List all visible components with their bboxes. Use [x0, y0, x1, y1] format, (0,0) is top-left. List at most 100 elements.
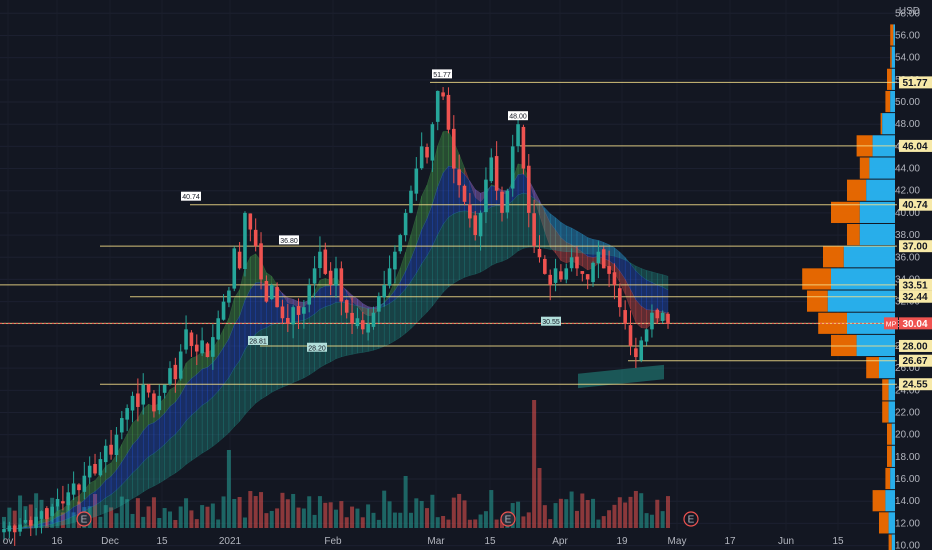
candle-body: [655, 309, 660, 319]
ma-ribbon-segment: [576, 230, 583, 253]
volume-bar: [205, 506, 210, 528]
candle-body: [639, 340, 644, 361]
ma-ribbon-segment: [635, 265, 642, 277]
volume-bar: [28, 504, 33, 528]
time-tick-label: Mar: [427, 536, 445, 547]
candle-body: [184, 329, 188, 350]
ma-ribbon-segment: [228, 367, 235, 434]
ma-ribbon-segment: [496, 205, 503, 264]
ma-ribbon-segment: [383, 303, 390, 347]
volume-bar: [200, 505, 205, 528]
ma-ribbon-segment: [164, 388, 171, 415]
ma-ribbon-segment: [62, 510, 69, 522]
volume-bar: [382, 490, 387, 528]
ma-ribbon-segment: [142, 456, 149, 493]
level-price-text: 46.04: [902, 141, 927, 152]
volume-bar: [483, 511, 488, 528]
profile-sell-bar: [890, 24, 894, 46]
volume-bar: [184, 498, 189, 528]
level-price-text: 30.04: [902, 319, 927, 330]
ma-ribbon-segment: [619, 251, 626, 280]
volume-bar: [168, 511, 172, 528]
volume-bar: [516, 501, 521, 528]
earnings-marker[interactable]: E: [500, 511, 516, 527]
ma-ribbon-segment: [474, 189, 481, 203]
ma-ribbon-segment: [410, 244, 417, 283]
volume-bar: [162, 508, 167, 528]
candle-body: [205, 343, 210, 358]
ma-ribbon-segment: [555, 217, 562, 239]
volume-bar: [259, 492, 264, 528]
candle-body: [136, 393, 140, 407]
ma-ribbon-segment: [223, 317, 230, 349]
candle-body: [211, 337, 215, 357]
ma-ribbon-segment: [25, 527, 32, 529]
profile-buy-bar: [866, 179, 895, 201]
profile-buy-bar: [890, 90, 895, 113]
ma-ribbon-segment: [51, 521, 58, 527]
volume-bar: [467, 519, 472, 528]
volume-bar: [151, 497, 156, 528]
horizontal-levels[interactable]: [0, 81, 897, 385]
volume-bar: [291, 493, 296, 528]
ma-ribbon-segment: [62, 503, 69, 516]
time-axis[interactable]: ov 16 Dec 15 2021 Feb Mar 15 Apr 19 May 17 Jun 15: [3, 536, 844, 547]
volume-bar: [114, 513, 119, 528]
profile-sell-bar: [885, 467, 891, 490]
ma-ribbon-segment: [614, 247, 621, 259]
volume-bar: [489, 490, 494, 528]
volume-bar: [103, 505, 108, 528]
volume-bar: [264, 513, 269, 528]
level-price-tag: [899, 240, 932, 253]
time-tick-label: Jun: [778, 536, 794, 547]
ma-ribbon-segment: [400, 271, 406, 296]
ma-ribbon-segment: [400, 288, 406, 338]
candle-body: [500, 191, 504, 213]
ma-ribbon-segment: [57, 520, 64, 526]
ma-ribbon-segment: [560, 236, 567, 264]
volume-bar: [296, 507, 301, 528]
price-tick-label: 12.00: [895, 518, 920, 529]
profile-sell-bar: [882, 379, 889, 401]
volume-bar: [334, 509, 338, 528]
price-tick-label: 40.00: [895, 208, 920, 219]
ma-ribbon-segment: [153, 418, 160, 454]
candle-body: [141, 384, 146, 405]
ma-ribbon-segment: [325, 304, 331, 365]
earnings-marker[interactable]: E: [683, 511, 699, 527]
profile-sell-bar: [847, 179, 867, 201]
profile-sell-bar: [887, 423, 892, 445]
ma-ribbon-segment: [169, 386, 176, 407]
volume-bar: [596, 519, 601, 528]
ma-ribbon-segment: [437, 172, 444, 235]
ma-ribbon-segment: [619, 270, 626, 295]
ma-ribbon-segment: [432, 145, 438, 205]
ma-ribbon-segment: [437, 224, 444, 300]
candle-body: [103, 445, 108, 463]
price-tick-label: 20.00: [895, 430, 920, 441]
earnings-marker[interactable]: E: [76, 511, 92, 527]
price-tick-label: 16.00: [895, 474, 920, 485]
ma-ribbon-segment: [539, 202, 546, 249]
ma-ribbon-segment: [185, 377, 192, 422]
price-tick-label: 22.00: [895, 408, 920, 419]
ma-ribbon-segment: [421, 255, 428, 319]
volume-bar: [242, 517, 247, 528]
candle-body: [569, 257, 574, 269]
ma-ribbon-segment: [464, 210, 471, 278]
candle-body: [494, 156, 499, 191]
candle-body: [286, 317, 290, 324]
ma-ribbon-segment: [485, 206, 492, 270]
candle-body: [189, 332, 194, 346]
level-price-tag: [899, 378, 932, 391]
volume-bar: [537, 468, 542, 528]
candle-body: [45, 508, 49, 519]
volume-bar: [307, 496, 312, 528]
profile-sell-bar: [880, 113, 883, 135]
ma-ribbon-segment: [287, 321, 294, 386]
candle-body: [387, 268, 392, 286]
ma-ribbon-segment: [148, 422, 155, 458]
candle-body: [307, 284, 312, 305]
